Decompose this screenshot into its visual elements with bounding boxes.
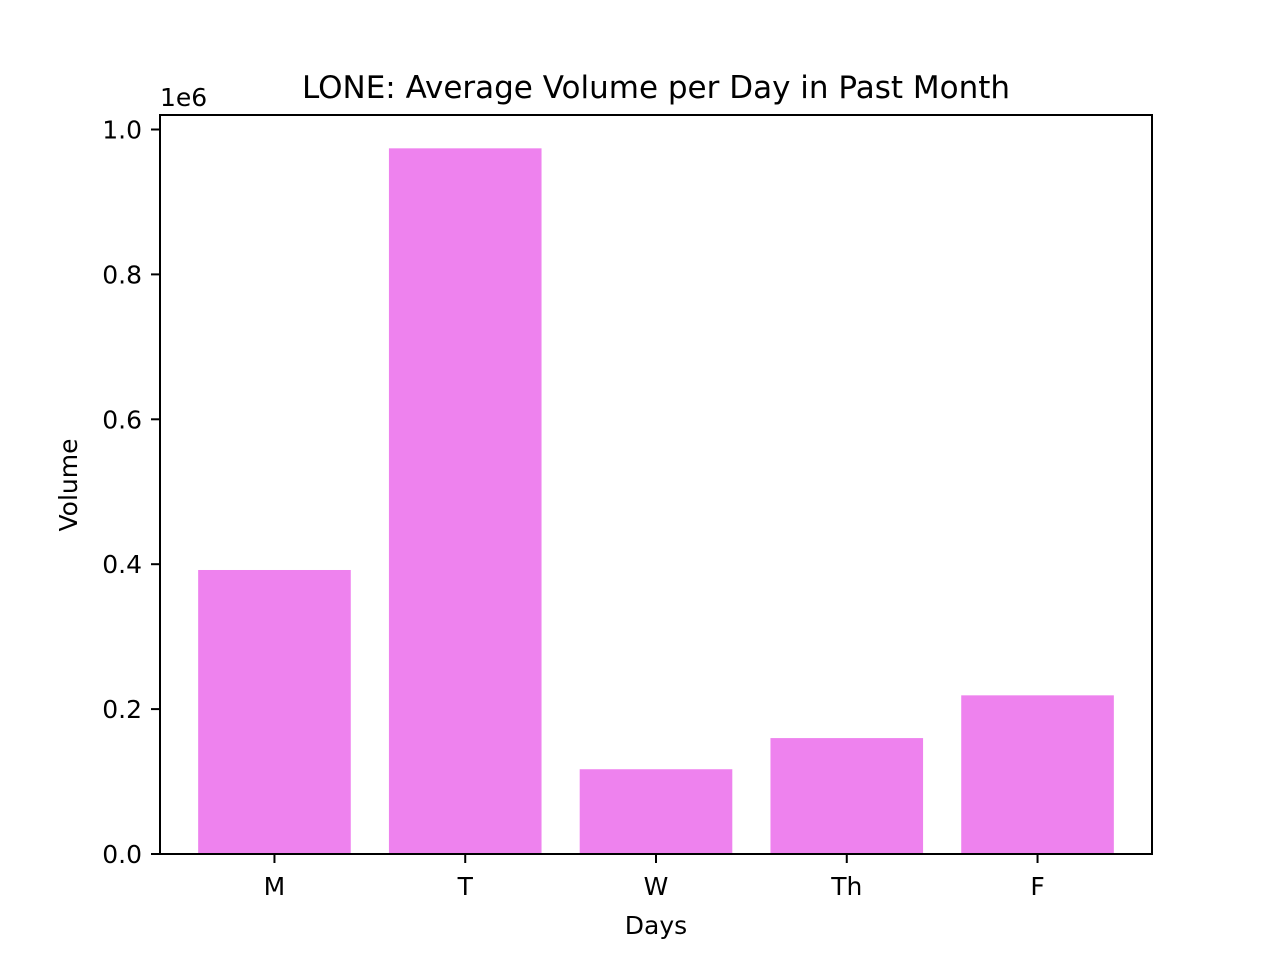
x-axis-label: Days — [625, 911, 687, 940]
x-tick-label-th: Th — [830, 872, 862, 901]
y-tick-label: 0.8 — [102, 260, 142, 289]
y-tick-label: 0.4 — [102, 550, 142, 579]
y-tick-label: 0.0 — [102, 840, 142, 869]
y-tick-label: 0.6 — [102, 405, 142, 434]
bar-m — [198, 569, 351, 854]
y-axis-offset-label: 1e6 — [160, 83, 207, 112]
y-axis-label: Volume — [54, 439, 83, 532]
x-axis: M T W Th F — [264, 854, 1045, 901]
x-tick-label-w: W — [644, 872, 669, 901]
chart-title: LONE: Average Volume per Day in Past Mon… — [302, 70, 1010, 106]
bar-f — [961, 695, 1114, 854]
x-tick-label-t: T — [457, 872, 474, 901]
y-axis: 0.0 0.2 0.4 0.6 0.8 1.0 — [102, 115, 160, 869]
bar-t — [388, 148, 542, 854]
y-tick-label: 1.0 — [102, 115, 142, 144]
y-tick-label: 0.2 — [102, 695, 142, 724]
x-tick-label-m: M — [264, 872, 286, 901]
bars-layer — [198, 148, 1114, 854]
bar-th — [770, 738, 924, 854]
bar-w — [579, 769, 733, 854]
x-tick-label-f: F — [1030, 872, 1044, 901]
